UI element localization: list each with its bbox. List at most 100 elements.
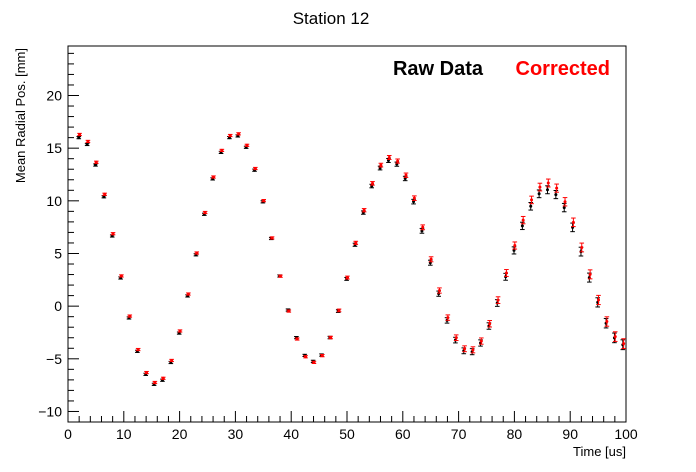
raw-data-point — [570, 222, 575, 233]
x-tick-label: 80 — [507, 426, 523, 442]
legend-corrected: Corrected — [516, 58, 610, 80]
corrected-data-point — [244, 143, 250, 147]
x-tick-label: 20 — [172, 426, 188, 442]
chart-title: Station 12 — [293, 9, 370, 28]
x-tick-label: 90 — [562, 426, 578, 442]
corrected-data-point — [554, 183, 559, 193]
corrected-data-point — [537, 182, 543, 192]
corrected-data-point — [587, 269, 593, 280]
corrected-data-point — [445, 314, 451, 321]
x-tick-label: 100 — [614, 426, 638, 442]
y-tick-label: 15 — [46, 140, 62, 156]
raw-data-point — [528, 202, 534, 211]
corrected-data-point — [186, 292, 191, 296]
y-tick-label: 5 — [54, 245, 62, 261]
corrected-data-point — [579, 242, 585, 253]
plot-frame — [67, 45, 627, 423]
corrected-data-point — [152, 380, 158, 385]
corrected-data-point — [403, 172, 409, 178]
raw-data-point — [561, 202, 567, 213]
corrected-data-point — [487, 320, 492, 328]
corrected-data-point — [102, 192, 107, 196]
x-tick-label: 10 — [116, 426, 132, 442]
raw-data-point — [84, 142, 90, 147]
corrected-data-point — [512, 241, 518, 250]
corrected-data-point — [420, 224, 426, 231]
corrected-data-point — [571, 217, 576, 228]
x-tick-label: 50 — [339, 426, 355, 442]
corrected-data-point — [395, 158, 400, 164]
corrected-data-point — [144, 370, 149, 375]
corrected-data-point — [211, 175, 216, 179]
corrected-data-point — [520, 215, 526, 225]
x-tick-label: 70 — [451, 426, 467, 442]
corrected-data-point — [227, 133, 233, 138]
raw-data-point — [436, 290, 441, 297]
corrected-data-point — [336, 308, 342, 313]
corrected-data-point — [294, 337, 300, 341]
corrected-data-point — [253, 166, 258, 171]
legend-raw-data: Raw Data — [393, 58, 484, 80]
corrected-data-point — [470, 346, 476, 354]
y-axis: −10 −5 0 5 10 15 20 — [38, 52, 79, 419]
y-tick-label: 20 — [46, 88, 62, 104]
raw-data-point — [511, 246, 517, 255]
corrected-data-point — [169, 358, 174, 363]
corrected-data-point — [328, 335, 333, 340]
x-tick-label: 30 — [228, 426, 244, 442]
corrected-data-point — [319, 353, 325, 358]
corrected-data-point — [219, 148, 225, 153]
corrected-data-point — [529, 195, 534, 205]
corrected-data-point — [202, 210, 208, 215]
raw-data-point — [536, 189, 542, 199]
raw-data-point — [595, 297, 600, 308]
y-tick-label: 10 — [46, 193, 62, 209]
corrected-data-point — [604, 316, 610, 327]
corrected-data-point — [378, 162, 384, 168]
raw-data-point — [93, 163, 98, 167]
corrected-data-point — [386, 155, 392, 160]
x-axis: 0 10 20 30 40 50 60 70 80 90 100 — [64, 411, 638, 442]
y-tick-label: −5 — [46, 351, 62, 367]
corrected-data-point — [596, 294, 601, 306]
corrected-data-point — [428, 256, 434, 263]
raw-data-point — [553, 189, 559, 200]
x-tick-label: 0 — [64, 426, 72, 442]
corrected-data-point — [562, 197, 568, 207]
corrected-data-point — [453, 334, 459, 342]
corrected-data-point — [77, 132, 82, 137]
corrected-data-point — [495, 296, 501, 304]
corrected-data-point — [412, 195, 417, 201]
corrected-data-point — [361, 208, 367, 213]
raw-data-point — [76, 136, 82, 140]
corrected-data-point — [194, 251, 200, 255]
series-raw-data — [76, 134, 626, 386]
corrected-data-point — [345, 275, 350, 280]
corrected-data-point — [236, 132, 241, 136]
corrected-data-point — [504, 269, 509, 277]
x-axis-label: Time [us] — [573, 444, 626, 459]
corrected-data-point — [286, 309, 292, 313]
y-axis-label: Mean Radial Pos. [mm] — [13, 48, 28, 183]
corrected-data-point — [612, 331, 618, 342]
corrected-data-point — [119, 274, 124, 278]
corrected-data-point — [94, 160, 99, 164]
corrected-data-point — [545, 178, 551, 188]
corrected-data-point — [479, 337, 484, 345]
raw-data-point — [419, 227, 425, 234]
y-tick-label: 0 — [54, 298, 62, 314]
corrected-data-point — [278, 274, 283, 278]
x-tick-label: 60 — [395, 426, 411, 442]
corrected-data-point — [437, 287, 442, 294]
corrected-data-point — [135, 347, 141, 352]
x-tick-label: 40 — [283, 426, 299, 442]
corrected-data-point — [177, 329, 183, 333]
series-corrected — [77, 132, 626, 385]
corrected-data-point — [462, 345, 467, 353]
raw-data-point — [428, 259, 433, 266]
y-tick-label: −10 — [38, 403, 62, 419]
corrected-data-point — [370, 181, 375, 186]
corrected-data-point — [311, 360, 317, 364]
corrected-data-point — [110, 232, 116, 236]
